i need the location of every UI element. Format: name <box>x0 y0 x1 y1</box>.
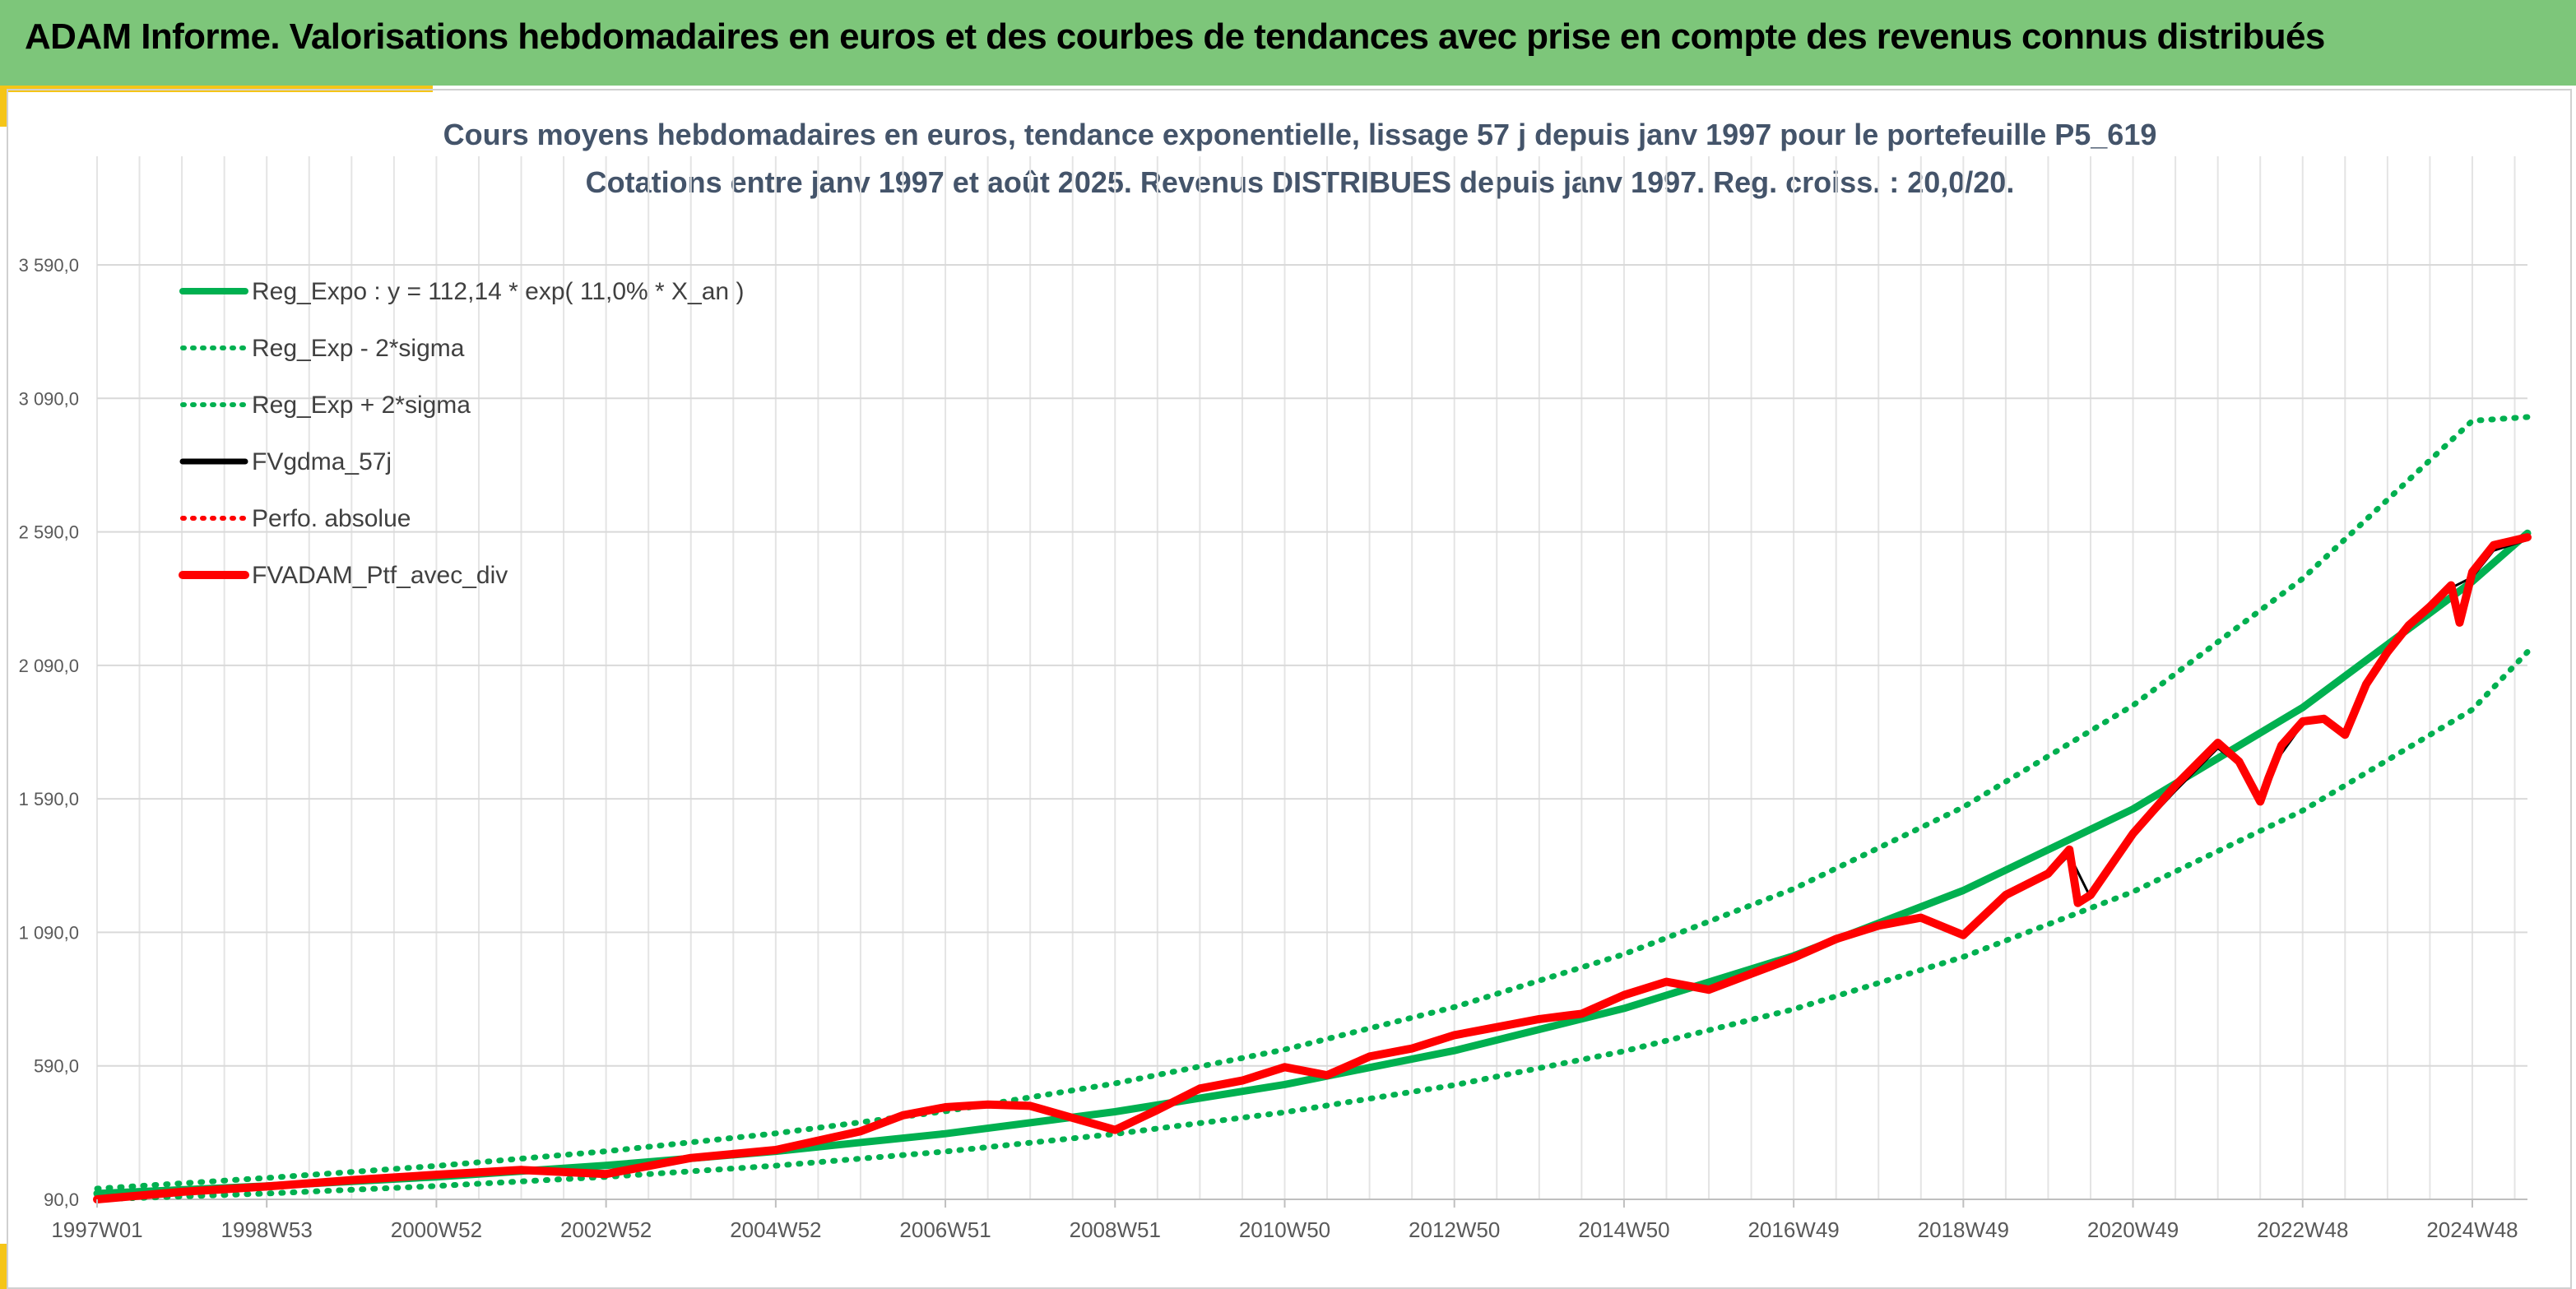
y-tick-label: 2 590,0 <box>19 522 79 543</box>
chart-title: Cours moyens hebdomadaires en euros, ten… <box>443 118 2157 151</box>
legend: Reg_Expo : y = 112,14 * exp( 11,0% * X_a… <box>179 278 744 589</box>
header-bar: ADAM Informe. Valorisations hebdomadaire… <box>0 0 2576 86</box>
series-reg-exp-minus-2sigma <box>94 649 2531 1203</box>
legend-label: Reg_Exp - 2*sigma <box>252 335 465 362</box>
x-tick-label: 2014W50 <box>1578 1217 1669 1242</box>
legend-label: Reg_Exp + 2*sigma <box>252 392 471 419</box>
legend-label: FVADAM_Ptf_avec_div <box>252 562 508 589</box>
y-tick-label: 2 090,0 <box>19 656 79 676</box>
y-tick-label: 3 590,0 <box>19 255 79 276</box>
x-tick-label: 2024W48 <box>2426 1217 2518 1242</box>
legend-label: Perfo. absolue <box>252 505 411 532</box>
legend-label: FVgdma_57j <box>252 448 392 475</box>
x-tick-label: 2008W51 <box>1070 1217 1161 1242</box>
x-tick-label: 2000W52 <box>391 1217 482 1242</box>
chart-frame <box>7 89 2572 1289</box>
series-reg-expo <box>93 529 2532 1198</box>
x-tick-label: 1998W53 <box>221 1217 313 1242</box>
grid-horizontal <box>97 264 2527 1200</box>
legend-item-fvadam: FVADAM_Ptf_avec_div <box>179 562 508 589</box>
legend-item-reg-exp-minus: Reg_Exp - 2*sigma <box>180 335 465 362</box>
x-tick-label: 1997W01 <box>51 1217 142 1242</box>
y-tick-label: 90,0 <box>44 1189 79 1210</box>
page-title: ADAM Informe. Valorisations hebdomadaire… <box>25 16 2325 57</box>
y-tick-labels: 90,0 590,0 1 090,0 1 590,0 2 090,0 2 590,0 3 0… <box>19 255 79 1210</box>
x-tick-label: 2022W48 <box>2257 1217 2348 1242</box>
series-reg-exp-plus-2sigma <box>94 414 2531 1192</box>
x-tick-label: 2002W52 <box>560 1217 652 1242</box>
y-tick-label: 1 090,0 <box>19 922 79 943</box>
legend-item-perfo-absolue: Perfo. absolue <box>180 505 411 532</box>
x-tick-label: 2020W49 <box>2087 1217 2179 1242</box>
series-fvadam-ptf-avec-div <box>93 533 2532 1203</box>
series-layer <box>93 414 2532 1203</box>
legend-item-fvgdma: FVgdma_57j <box>179 448 392 475</box>
legend-label: Reg_Expo : y = 112,14 * exp( 11,0% * X_a… <box>252 278 744 305</box>
y-tick-label: 3 090,0 <box>19 388 79 409</box>
chart-subtitle: Cotations entre janv 1997 et août 2025. … <box>586 165 2015 199</box>
x-tick-labels: 1997W01 1998W53 2000W52 2002W52 2004W52 2006W… <box>51 1199 2518 1242</box>
y-tick-label: 1 590,0 <box>19 789 79 809</box>
legend-item-reg-expo: Reg_Expo : y = 112,14 * exp( 11,0% * X_a… <box>179 278 744 305</box>
x-tick-label: 2004W52 <box>730 1217 821 1242</box>
accent-bar-left-top <box>0 86 8 127</box>
legend-item-reg-exp-plus: Reg_Exp + 2*sigma <box>180 392 471 419</box>
x-tick-label: 2010W50 <box>1239 1217 1330 1242</box>
x-tick-label: 2012W50 <box>1409 1217 1500 1242</box>
x-tick-label: 2018W49 <box>1918 1217 2009 1242</box>
series-fvgdma-57j <box>95 538 2529 1201</box>
x-tick-label: 2006W51 <box>899 1217 991 1242</box>
grid-vertical <box>96 156 2516 1199</box>
x-tick-label: 2016W49 <box>1748 1217 1839 1242</box>
y-tick-label: 590,0 <box>34 1056 79 1077</box>
accent-bar-left-bottom <box>0 1244 8 1289</box>
